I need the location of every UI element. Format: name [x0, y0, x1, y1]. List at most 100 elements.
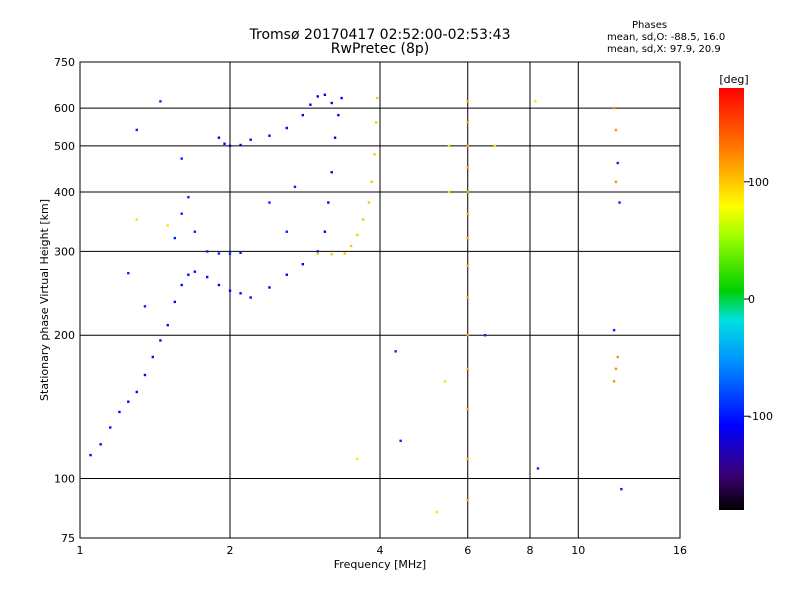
data-point — [355, 457, 359, 461]
data-point — [466, 407, 469, 411]
data-point — [316, 252, 319, 255]
data-point — [373, 153, 376, 156]
data-point — [166, 323, 169, 327]
data-point — [223, 142, 226, 145]
data-point — [173, 236, 177, 240]
colorbar-tick-label: -100 — [748, 410, 773, 423]
data-point — [333, 136, 337, 139]
y-axis-label: Stationary phase Virtual Height [km] — [38, 199, 51, 401]
data-point — [309, 103, 312, 106]
data-point — [330, 171, 333, 174]
data-point — [466, 296, 469, 299]
data-point — [135, 390, 138, 394]
data-point — [217, 283, 221, 287]
data-point — [616, 355, 619, 359]
data-point — [447, 144, 451, 148]
data-point — [159, 100, 162, 103]
x-axis-label: Frequency [MHz] — [334, 558, 426, 571]
phase-stats-o-line: mean, sd,O: -88.5, 16.0 — [607, 32, 726, 43]
data-point — [323, 93, 327, 96]
data-point — [374, 121, 378, 124]
data-point — [361, 218, 365, 221]
data-point — [239, 251, 242, 255]
data-point — [483, 334, 487, 337]
x-tick-label: 10 — [571, 544, 585, 557]
data-point — [205, 275, 209, 279]
data-point — [343, 252, 347, 255]
data-point — [301, 263, 305, 266]
data-point — [180, 283, 183, 287]
data-point — [323, 230, 327, 233]
data-point — [180, 157, 183, 160]
data-point — [534, 100, 537, 103]
data-point — [614, 367, 618, 371]
data-point — [370, 180, 373, 184]
data-point — [268, 201, 271, 204]
data-point — [466, 264, 469, 267]
data-point — [301, 113, 305, 117]
data-point — [166, 224, 169, 227]
colorbar-ticks: 100 0 -100 — [744, 176, 773, 423]
data-point — [466, 367, 469, 371]
data-point — [614, 128, 618, 132]
data-point — [217, 136, 221, 139]
data-point — [127, 272, 130, 275]
data-point — [394, 350, 397, 353]
phase-stats-heading: Phases — [632, 20, 668, 31]
data-point — [620, 487, 623, 491]
data-point — [228, 144, 232, 148]
data-point — [173, 300, 177, 304]
data-point — [135, 218, 138, 221]
data-point — [466, 144, 469, 148]
data-point — [493, 144, 497, 148]
data-point — [127, 400, 130, 403]
data-point — [616, 161, 619, 165]
data-point — [285, 126, 288, 130]
data-point — [205, 250, 209, 253]
x-tick-label: 2 — [227, 544, 234, 557]
x-tick-label: 16 — [673, 544, 687, 557]
y-axis-ticks: 75 100 200 300 400 500 600 750 — [54, 56, 75, 545]
data-point — [159, 339, 162, 342]
data-point — [193, 230, 197, 233]
data-point — [187, 195, 190, 199]
data-point — [340, 96, 343, 100]
y-tick-label: 600 — [54, 102, 75, 115]
x-tick-label: 8 — [527, 544, 534, 557]
data-point — [99, 443, 102, 446]
data-point — [466, 236, 469, 240]
chart-title: Tromsø 20170417 02:52:00-02:53:43 — [249, 27, 511, 43]
data-point — [327, 201, 330, 204]
y-tick-label: 750 — [54, 56, 75, 69]
data-point — [376, 96, 379, 100]
data-point — [180, 212, 183, 215]
y-tick-label: 200 — [54, 329, 75, 342]
data-point — [466, 334, 469, 337]
data-points — [89, 93, 623, 514]
data-point — [447, 190, 451, 194]
data-point — [239, 292, 242, 295]
y-tick-label: 400 — [54, 186, 75, 199]
data-point — [367, 201, 371, 204]
data-point — [143, 373, 147, 377]
data-point — [239, 143, 242, 147]
colorbar-tick-label: 100 — [748, 176, 769, 189]
data-point — [466, 166, 469, 169]
data-point — [268, 134, 271, 137]
data-point — [151, 355, 155, 359]
data-point — [330, 252, 333, 256]
data-point — [118, 410, 121, 414]
data-point — [135, 128, 138, 132]
data-point — [466, 100, 469, 103]
data-point — [435, 510, 438, 514]
y-tick-label: 100 — [54, 473, 75, 486]
data-point — [268, 286, 271, 289]
data-point — [217, 252, 221, 255]
data-point — [249, 296, 252, 299]
data-point — [349, 244, 353, 248]
data-point — [293, 185, 297, 189]
data-point — [443, 380, 447, 383]
grid-lines — [80, 62, 680, 538]
data-point — [89, 453, 92, 457]
